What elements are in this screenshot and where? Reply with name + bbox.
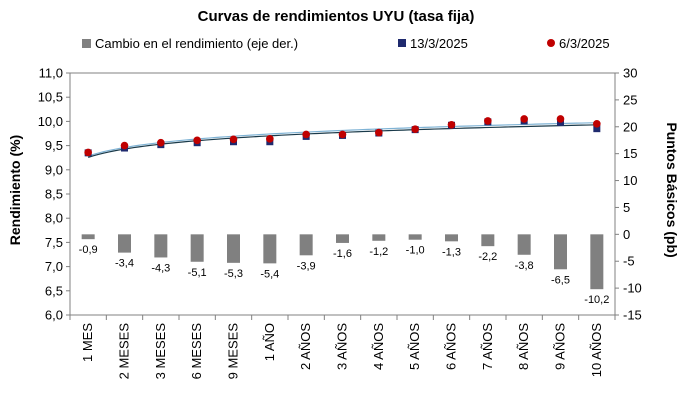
right-tick-label: 15 bbox=[623, 146, 637, 161]
x-tick-label: 10 AÑOS bbox=[589, 323, 604, 378]
right-tick-label: 25 bbox=[623, 92, 637, 107]
left-axis-title: Rendimiento (%) bbox=[7, 135, 23, 245]
point-6-3-8 bbox=[375, 128, 383, 137]
x-tick-label: 3 MESES bbox=[153, 323, 168, 380]
legend-label-13-3: 13/3/2025 bbox=[410, 36, 468, 51]
x-tick-label: 6 AÑOS bbox=[444, 323, 459, 370]
x-tick-label: 1 MES bbox=[80, 323, 95, 362]
bar-change-13 bbox=[554, 234, 567, 270]
left-tick-label: 9,0 bbox=[45, 162, 63, 177]
bar-data-label-2: -4,3 bbox=[151, 262, 170, 274]
legend-swatch-13-3 bbox=[398, 39, 406, 47]
bar-change-4 bbox=[227, 234, 240, 263]
bar-data-label-8: -1,2 bbox=[369, 246, 388, 258]
point-6-3-11 bbox=[484, 117, 492, 125]
bar-data-label-3: -5,1 bbox=[188, 267, 207, 279]
bar-change-0 bbox=[81, 234, 95, 240]
chart-title: Curvas de rendimientos UYU (tasa fija) bbox=[198, 8, 475, 25]
right-tick-label: -10 bbox=[623, 281, 642, 296]
plot-area: 6,0 6,5 7,0 7,5 8,0 8,5 9,0 9,5 10,0 10,5 11,0 -15 -… bbox=[38, 66, 642, 380]
left-tick-label: 7,5 bbox=[45, 235, 63, 250]
x-tick-label: 7 AÑOS bbox=[480, 323, 495, 370]
left-tick-label: 7,0 bbox=[45, 259, 63, 274]
bar-data-label-5: -5,4 bbox=[260, 268, 279, 280]
x-tick-label: 3 AÑOS bbox=[335, 323, 350, 370]
legend-label-6-3: 6/3/2025 bbox=[559, 36, 610, 51]
point-6-3-4 bbox=[229, 135, 238, 144]
right-tick-label: 10 bbox=[623, 173, 637, 188]
bar-change-5 bbox=[263, 234, 277, 264]
bar-change-1 bbox=[118, 234, 131, 253]
x-tick-label: 8 AÑOS bbox=[516, 323, 531, 370]
left-tick-label: 9,5 bbox=[45, 138, 63, 153]
point-6-3-6 bbox=[302, 130, 310, 139]
bar-data-label-11: -2,2 bbox=[478, 251, 497, 263]
point-6-3-14 bbox=[593, 120, 601, 128]
bar-change-8 bbox=[372, 234, 386, 241]
legend-swatch-bar bbox=[82, 39, 91, 48]
bar-data-label-0: -0,9 bbox=[79, 244, 98, 256]
bar-data-label-9: -1,0 bbox=[406, 245, 425, 257]
point-6-3-12 bbox=[520, 115, 528, 123]
bar-data-label-10: -1,3 bbox=[442, 246, 461, 258]
right-tick-label: 5 bbox=[623, 200, 630, 215]
right-tick-label: 30 bbox=[623, 66, 637, 81]
point-6-3-1 bbox=[120, 141, 129, 150]
left-tick-label: 6,5 bbox=[45, 283, 63, 298]
bar-change-2 bbox=[154, 234, 168, 258]
bar-change-11 bbox=[481, 234, 495, 247]
bar-data-label-14: -10,2 bbox=[584, 294, 609, 306]
bar-data-label-12: -3,8 bbox=[515, 260, 534, 272]
x-tick-label: 6 MESES bbox=[189, 323, 204, 380]
bar-change-6 bbox=[299, 234, 313, 256]
bar-data-label-6: -3,9 bbox=[297, 260, 316, 272]
trend-line-6-3 bbox=[87, 122, 597, 157]
right-axis-title: Puntos Básicos (pb) bbox=[664, 122, 680, 257]
left-tick-label: 8,0 bbox=[45, 211, 63, 226]
point-6-3-0 bbox=[84, 148, 92, 157]
point-6-3-7 bbox=[338, 130, 347, 139]
bar-change-9 bbox=[408, 234, 422, 240]
bar-change-12 bbox=[517, 234, 531, 255]
point-6-3-2 bbox=[157, 138, 165, 147]
right-tick-label: -15 bbox=[623, 308, 642, 323]
x-tick-label: 1 AÑO bbox=[262, 323, 277, 361]
bar-data-label-13: -6,5 bbox=[551, 274, 570, 286]
point-6-3-10 bbox=[447, 120, 456, 129]
x-tick-label: 9 MESES bbox=[226, 323, 241, 380]
bar-change-3 bbox=[190, 234, 204, 262]
left-tick-label: 11,0 bbox=[39, 66, 63, 81]
left-tick-label: 6,0 bbox=[45, 308, 63, 323]
x-tick-label: 2 MESES bbox=[117, 323, 132, 380]
trend-line-13-3 bbox=[87, 124, 597, 158]
right-tick-label: 20 bbox=[623, 119, 637, 134]
bar-data-label-1: -3,4 bbox=[115, 258, 134, 270]
bar-change-10 bbox=[445, 234, 458, 242]
x-tick-label: 5 AÑOS bbox=[407, 323, 422, 370]
legend: Cambio en el rendimiento (eje der.) 13/3… bbox=[82, 36, 610, 51]
point-13-3-14 bbox=[593, 125, 601, 133]
point-6-3-5 bbox=[266, 135, 274, 143]
legend-swatch-6-3 bbox=[547, 39, 555, 47]
x-tick-label: 4 AÑOS bbox=[371, 323, 386, 370]
legend-label-bar: Cambio en el rendimiento (eje der.) bbox=[95, 36, 298, 51]
point-6-3-3 bbox=[193, 136, 201, 145]
bar-data-label-7: -1,6 bbox=[333, 248, 352, 260]
right-tick-label: -5 bbox=[623, 254, 635, 269]
point-6-3-9 bbox=[411, 125, 419, 133]
x-tick-label: 2 AÑOS bbox=[298, 323, 313, 370]
bar-data-label-4: -5,3 bbox=[224, 268, 243, 280]
left-tick-label: 10,0 bbox=[38, 114, 63, 129]
left-tick-label: 10,5 bbox=[38, 90, 63, 105]
bar-change-14 bbox=[590, 234, 604, 290]
right-tick-label: 0 bbox=[623, 227, 630, 242]
bar-change-7 bbox=[336, 234, 349, 243]
point-6-3-13 bbox=[556, 115, 565, 123]
x-tick-label: 9 AÑOS bbox=[553, 323, 568, 370]
left-tick-label: 8,5 bbox=[45, 187, 63, 202]
plot-frame bbox=[69, 72, 616, 316]
